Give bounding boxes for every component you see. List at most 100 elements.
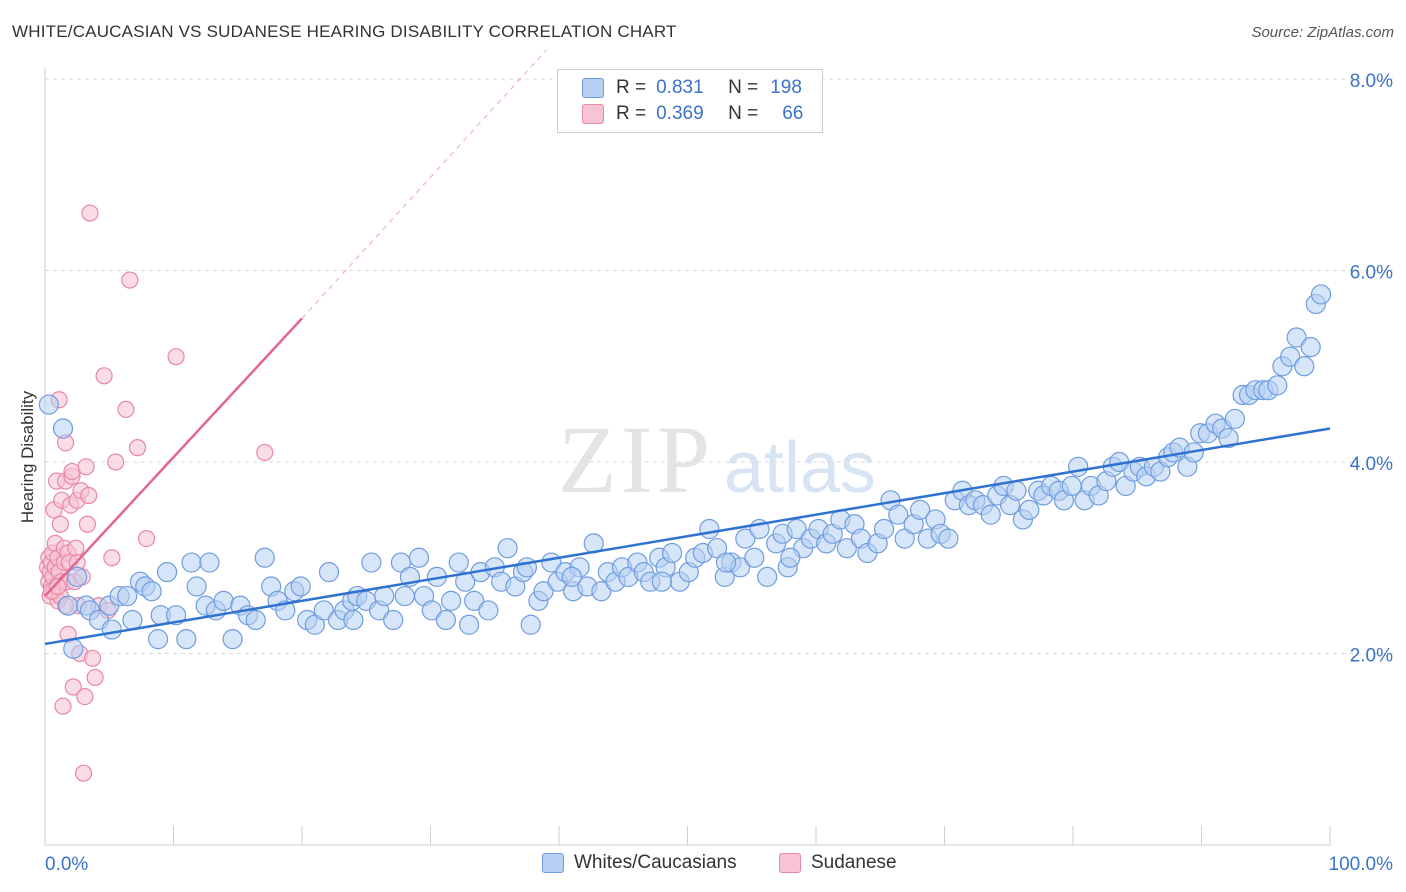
white-point xyxy=(383,609,404,631)
white-point xyxy=(101,619,122,640)
watermark: ZIP atlas xyxy=(558,406,876,513)
white-point xyxy=(938,528,959,549)
legend-n-label: N = xyxy=(728,103,759,124)
white-point xyxy=(343,609,364,631)
white-trendline xyxy=(44,427,1331,646)
white-point xyxy=(1267,375,1288,396)
white-point xyxy=(661,542,683,564)
white-point xyxy=(888,504,909,525)
sudanese-point xyxy=(86,668,104,687)
white-point xyxy=(520,614,541,635)
white-point xyxy=(1294,356,1315,377)
sudanese-point xyxy=(107,453,125,471)
white-points xyxy=(38,284,1332,659)
white-point xyxy=(213,590,234,611)
y-axis-label: Hearing Disability xyxy=(18,390,37,524)
white-point xyxy=(245,609,266,631)
white-point xyxy=(421,600,442,621)
white-point xyxy=(122,609,143,631)
tick-labels: 2.0% 4.0% 6.0% 8.0% 0.0% 100.0% xyxy=(45,71,1393,875)
sudanese-point xyxy=(256,443,274,462)
y-tick-label: 8.0% xyxy=(1350,71,1393,92)
correlation-legend: R = 0.831 N = 198 R = 0.369 N = 66 xyxy=(557,69,823,133)
bottom-legend-whites: Whites/Caucasians xyxy=(542,852,737,874)
legend-n-label: N = xyxy=(728,77,759,98)
white-point xyxy=(1019,499,1040,520)
white-point xyxy=(313,600,334,621)
sudanese-point xyxy=(64,678,82,696)
sudanese-trendline-extension xyxy=(301,49,547,319)
white-point xyxy=(254,547,275,568)
sudanese-point xyxy=(49,577,67,596)
white-point xyxy=(304,614,325,635)
legend-swatch-pink xyxy=(582,104,604,124)
legend-swatch-blue xyxy=(582,78,604,98)
white-point xyxy=(176,629,197,650)
sudanese-point xyxy=(81,204,99,222)
white-point xyxy=(980,504,1001,525)
white-point xyxy=(699,518,720,540)
white-point xyxy=(1224,408,1246,430)
legend-r-value: 0.369 xyxy=(656,103,704,124)
white-point xyxy=(651,571,672,592)
source-label: Source: ZipAtlas.com xyxy=(1251,24,1394,41)
sudanese-point xyxy=(51,515,70,533)
white-point xyxy=(67,566,88,588)
white-point xyxy=(715,552,737,573)
white-point xyxy=(440,590,462,611)
white-point xyxy=(533,581,554,602)
legend-r-value: 0.831 xyxy=(656,77,704,98)
y-tick-label: 2.0% xyxy=(1350,646,1393,667)
sudanese-point xyxy=(67,539,85,557)
white-point xyxy=(1006,480,1027,501)
white-point xyxy=(478,600,499,621)
axes xyxy=(44,68,1331,846)
sudanese-point xyxy=(78,515,97,533)
sudanese-point xyxy=(54,697,72,715)
legend-r-label: R = xyxy=(616,103,647,124)
white-point xyxy=(290,576,311,597)
chart-title: WHITE/CAUCASIAN VS SUDANESE HEARING DISA… xyxy=(12,22,677,41)
white-point xyxy=(786,518,807,540)
white-point xyxy=(1068,456,1089,477)
white-point xyxy=(874,518,895,540)
bottom-legend-sudanese: Sudanese xyxy=(779,852,897,874)
white-point xyxy=(757,566,778,588)
legend-n-value: 66 xyxy=(782,103,804,124)
white-point xyxy=(58,595,79,616)
sudanese-point xyxy=(77,458,95,476)
white-point xyxy=(497,538,518,559)
white-point xyxy=(448,552,469,573)
watermark-atlas: atlas xyxy=(724,428,876,508)
white-point xyxy=(455,571,476,592)
sudanese-point xyxy=(137,529,156,548)
white-point xyxy=(435,609,457,631)
x-tick-label: 100.0% xyxy=(1329,854,1394,875)
sudanese-point xyxy=(83,649,102,667)
white-point xyxy=(199,552,220,573)
white-point xyxy=(141,581,162,602)
white-point xyxy=(516,557,537,578)
sudanese-point xyxy=(76,687,94,706)
sudanese-point xyxy=(167,348,185,366)
white-point xyxy=(186,576,207,597)
bottom-legend-swatch-blue xyxy=(542,853,564,873)
white-point xyxy=(181,552,202,573)
legend-r-label: R = xyxy=(616,77,647,98)
white-point xyxy=(780,547,801,568)
legend-n-value: 198 xyxy=(770,77,802,98)
white-point xyxy=(561,566,582,588)
white-point xyxy=(458,614,480,635)
white-point xyxy=(38,394,59,415)
watermark-zip: ZIP xyxy=(558,406,714,513)
white-point xyxy=(735,528,756,549)
legend-row-whites: R = 0.831 N = 198 xyxy=(582,75,802,101)
white-point xyxy=(361,552,382,573)
white-point xyxy=(1286,327,1307,348)
sudanese-point xyxy=(95,367,113,385)
white-point xyxy=(894,528,915,549)
white-point xyxy=(147,629,169,650)
white-point xyxy=(706,538,728,559)
white-point xyxy=(1218,427,1239,449)
